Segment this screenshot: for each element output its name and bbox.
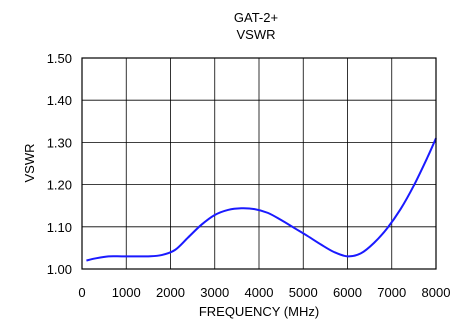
y-tick-label: 1.30 — [47, 135, 72, 150]
chart-subtitle: VSWR — [237, 27, 276, 42]
x-tick-label: 2000 — [156, 285, 185, 300]
x-tick-label: 6000 — [333, 285, 362, 300]
y-tick-labels: 1.00 1.10 1.20 1.30 1.40 1.50 — [47, 51, 72, 277]
x-tick-label: 3000 — [200, 285, 229, 300]
x-tick-label: 1000 — [112, 285, 141, 300]
x-tick-label: 8000 — [422, 285, 451, 300]
chart-title: GAT-2+ — [234, 10, 278, 25]
x-axis-label: FREQUENCY (MHz) — [199, 304, 319, 319]
y-tick-label: 1.50 — [47, 51, 72, 66]
series-layer — [86, 137, 437, 262]
y-tick-label: 1.40 — [47, 93, 72, 108]
y-tick-label: 1.20 — [47, 178, 72, 193]
grid-lines — [81, 57, 437, 270]
y-tick-label: 1.10 — [47, 220, 72, 235]
x-tick-label: 0 — [78, 285, 85, 300]
x-tick-label: 7000 — [377, 285, 406, 300]
y-tick-label: 1.00 — [47, 262, 72, 277]
x-tick-label: 5000 — [289, 285, 318, 300]
plot-frame — [81, 57, 437, 270]
series-line — [86, 137, 437, 262]
x-tick-label: 4000 — [245, 285, 274, 300]
x-tick-labels: 0 1000 2000 3000 4000 5000 6000 7000 8000 — [78, 285, 450, 300]
y-axis-label: VSWR — [22, 144, 37, 183]
